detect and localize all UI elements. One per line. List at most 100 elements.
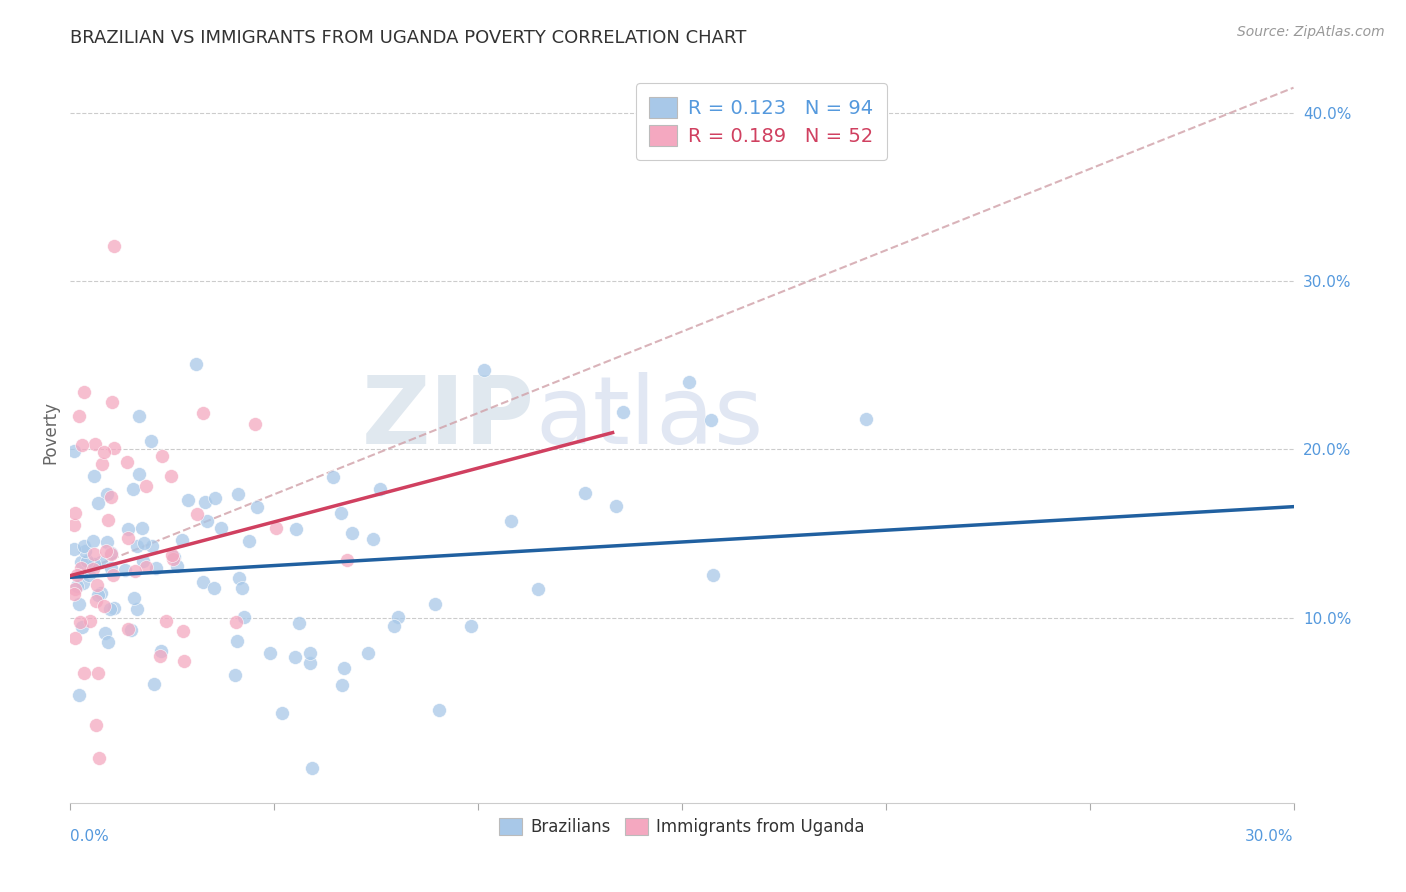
Point [83, 558, 105, 572]
Point [186, 507, 208, 521]
Point [72, 575, 94, 590]
Point [155, 614, 177, 628]
Point [301, 761, 323, 775]
Point [72, 620, 94, 634]
Point [122, 591, 145, 606]
Point [163, 549, 186, 564]
Point [100, 546, 122, 560]
Point [226, 633, 249, 648]
Point [370, 483, 392, 497]
Point [162, 548, 184, 562]
Point [84, 717, 107, 731]
Point [149, 648, 172, 663]
Text: 0.0%: 0.0% [70, 829, 110, 844]
Point [195, 514, 218, 528]
Point [93, 445, 115, 459]
Point [211, 521, 233, 535]
Point [605, 499, 627, 513]
Point [70, 561, 93, 575]
Point [94, 543, 117, 558]
Point [678, 375, 700, 389]
Y-axis label: Poverty: Poverty [41, 401, 59, 464]
Point [91, 457, 114, 471]
Point [194, 495, 217, 509]
Point [131, 554, 153, 568]
Point [65, 506, 87, 520]
Point [63, 587, 86, 601]
Point [66, 579, 89, 593]
Point [700, 413, 723, 427]
Point [63, 542, 86, 557]
Point [87, 496, 110, 510]
Point [145, 561, 167, 575]
Point [363, 532, 385, 546]
Point [96, 487, 118, 501]
Text: Source: ZipAtlas.com: Source: ZipAtlas.com [1237, 25, 1385, 39]
Point [63, 631, 86, 645]
Point [87, 665, 110, 680]
Point [202, 581, 225, 595]
Point [90, 586, 112, 600]
Point [141, 539, 163, 553]
Point [83, 468, 105, 483]
Point [299, 646, 322, 660]
Point [76, 554, 98, 568]
Point [67, 409, 90, 423]
Point [135, 559, 157, 574]
Point [67, 597, 90, 611]
Point [527, 582, 550, 596]
Point [387, 609, 409, 624]
Point [270, 706, 292, 721]
Point [73, 666, 96, 681]
Text: BRAZILIAN VS IMMIGRANTS FROM UGANDA POVERTY CORRELATION CHART: BRAZILIAN VS IMMIGRANTS FROM UGANDA POVE… [70, 29, 747, 47]
Legend: Brazilians, Immigrants from Uganda: Brazilians, Immigrants from Uganda [492, 811, 872, 843]
Point [101, 395, 124, 409]
Point [259, 646, 281, 660]
Point [231, 581, 253, 595]
Point [152, 449, 174, 463]
Point [330, 677, 353, 691]
Point [103, 239, 125, 253]
Point [224, 668, 246, 682]
Point [141, 434, 163, 448]
Point [82, 562, 104, 576]
Point [702, 568, 724, 582]
Point [342, 526, 364, 541]
Point [125, 539, 148, 553]
Point [63, 443, 86, 458]
Point [131, 521, 153, 535]
Point [356, 646, 378, 660]
Text: 30.0%: 30.0% [1246, 829, 1294, 844]
Point [90, 555, 112, 569]
Point [284, 650, 307, 665]
Point [382, 619, 405, 633]
Point [132, 535, 155, 549]
Point [160, 468, 183, 483]
Point [103, 441, 125, 455]
Point [336, 552, 359, 566]
Point [128, 467, 150, 482]
Point [100, 491, 122, 505]
Point [266, 521, 288, 535]
Point [225, 615, 247, 629]
Point [574, 486, 596, 500]
Point [67, 688, 90, 702]
Point [82, 534, 104, 549]
Text: atlas: atlas [536, 372, 763, 464]
Point [285, 521, 308, 535]
Point [472, 362, 495, 376]
Point [184, 357, 207, 371]
Point [117, 522, 139, 536]
Point [322, 470, 344, 484]
Point [97, 513, 120, 527]
Point [117, 455, 139, 469]
Point [93, 626, 115, 640]
Point [226, 487, 249, 501]
Point [73, 544, 96, 558]
Point [97, 634, 120, 648]
Point [79, 614, 101, 628]
Point [191, 574, 214, 589]
Point [170, 533, 193, 547]
Point [63, 582, 86, 596]
Point [204, 491, 226, 505]
